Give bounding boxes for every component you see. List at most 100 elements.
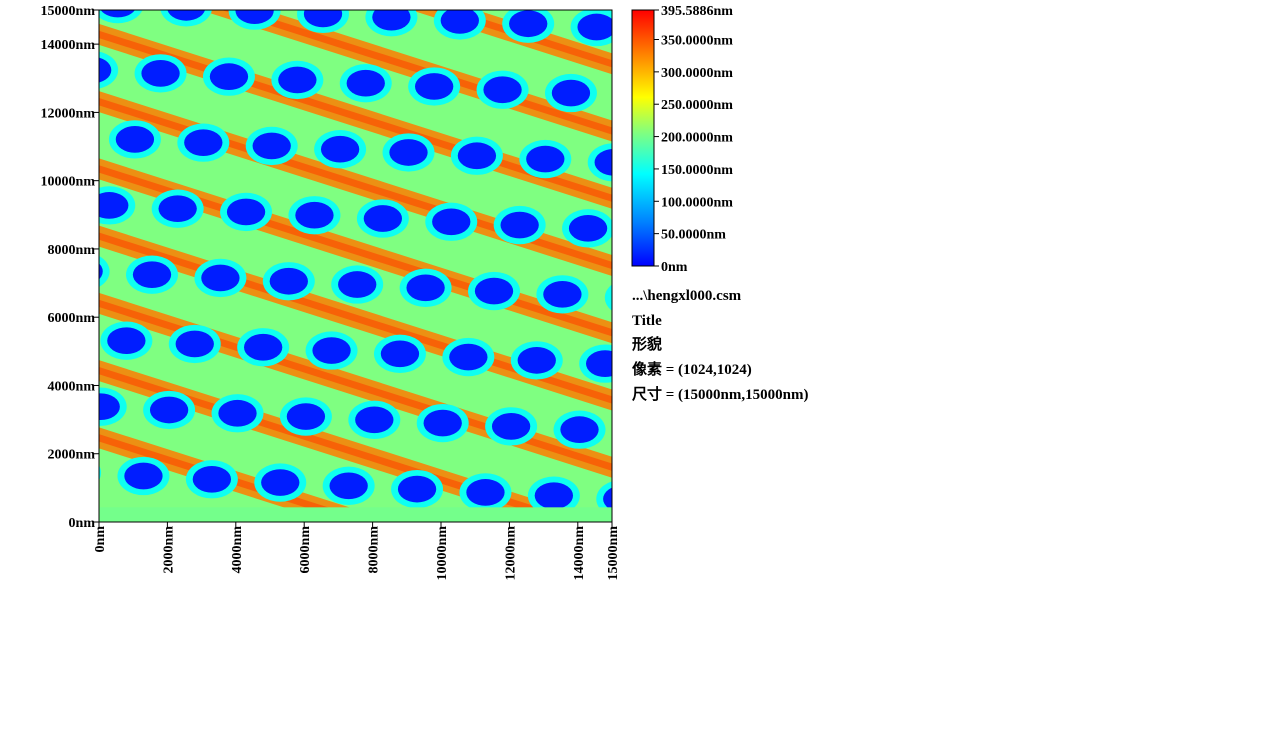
y-tick-label: 6000nm bbox=[48, 311, 96, 326]
x-tick-label: 8000nm bbox=[367, 526, 382, 574]
size-label: 尺寸 = (15000nm,15000nm) bbox=[632, 387, 809, 403]
colorbar-tick-label: 200.0000nm bbox=[661, 131, 733, 146]
pit bbox=[543, 281, 582, 308]
pit-rim bbox=[0, 450, 33, 488]
height-ridge-crest bbox=[65, 0, 646, 7]
pit bbox=[261, 469, 300, 496]
pit bbox=[629, 420, 667, 447]
pit bbox=[124, 462, 163, 490]
pit bbox=[5, 53, 43, 80]
pit bbox=[244, 333, 283, 361]
y-tick-label: 10000nm bbox=[41, 175, 96, 190]
pit bbox=[107, 327, 146, 355]
pit bbox=[568, 214, 608, 242]
x-tick-label: 10000nm bbox=[435, 526, 450, 581]
pit bbox=[526, 145, 565, 173]
height-map bbox=[0, 0, 769, 522]
pit bbox=[415, 73, 454, 100]
height-ridge-crest bbox=[99, 165, 612, 337]
pit bbox=[440, 10, 479, 34]
bottom-band bbox=[99, 507, 612, 522]
colorbar-tick-label: 0nm bbox=[661, 260, 688, 275]
pit bbox=[346, 69, 385, 97]
pit bbox=[551, 79, 591, 107]
y-tick-label: 15000nm bbox=[41, 4, 96, 19]
pit bbox=[363, 205, 403, 232]
y-tick-label: 0nm bbox=[69, 516, 96, 531]
pit bbox=[56, 459, 94, 486]
pit bbox=[303, 10, 343, 28]
height-ridge-crest bbox=[432, 10, 612, 68]
x-tick-label: 15000nm bbox=[606, 526, 621, 581]
pit bbox=[235, 10, 274, 24]
colorbar-tick-label: 395.5886nm bbox=[661, 4, 733, 19]
y-tick-label: 14000nm bbox=[41, 38, 96, 53]
pit bbox=[731, 156, 769, 183]
pit bbox=[474, 277, 514, 305]
pit bbox=[295, 201, 334, 229]
x-tick-label: 12000nm bbox=[503, 526, 518, 581]
pit-rim bbox=[99, 255, 110, 287]
pit bbox=[491, 413, 531, 440]
plot-frame bbox=[98, 9, 613, 523]
height-ridge-crest bbox=[99, 299, 612, 471]
colorbar-tick-label: 350.0000nm bbox=[661, 34, 733, 49]
pit bbox=[697, 423, 735, 450]
pit bbox=[603, 487, 612, 511]
colorbar bbox=[631, 9, 655, 267]
pit bbox=[406, 274, 445, 302]
pit bbox=[483, 76, 522, 104]
pit bbox=[132, 261, 172, 289]
y-axis: 0nm 2000nm 4000nm 6000nm 8000nm 10000nm 12000n… bbox=[41, 4, 99, 531]
height-ridge-crest bbox=[221, 10, 612, 135]
pit bbox=[389, 139, 428, 166]
pit bbox=[39, 324, 77, 351]
pit bbox=[184, 129, 223, 156]
x-tick-label: 2000nm bbox=[161, 526, 176, 574]
pit bbox=[338, 271, 377, 298]
pit bbox=[372, 10, 411, 31]
pit bbox=[560, 416, 599, 443]
pit bbox=[423, 409, 462, 437]
pit bbox=[0, 456, 26, 483]
y-tick-label: 8000nm bbox=[48, 243, 96, 258]
pit bbox=[432, 208, 471, 236]
pit bbox=[672, 489, 710, 516]
image-kind-label: 形貌 bbox=[632, 337, 663, 353]
pit bbox=[509, 10, 548, 38]
pit bbox=[397, 475, 437, 503]
x-tick-label: 6000nm bbox=[298, 526, 313, 574]
pit-rim bbox=[0, 48, 50, 86]
pit bbox=[449, 343, 488, 371]
pit bbox=[457, 142, 497, 170]
pit bbox=[355, 406, 394, 434]
x-tick-label: 0nm bbox=[93, 526, 108, 553]
y-tick-label: 12000nm bbox=[41, 106, 96, 121]
pit bbox=[466, 479, 505, 506]
pit bbox=[329, 472, 368, 500]
pit-rim bbox=[604, 284, 612, 311]
pit bbox=[47, 123, 85, 150]
chart-title: Title bbox=[632, 313, 662, 329]
pit bbox=[158, 195, 197, 223]
pit bbox=[500, 211, 539, 239]
pit bbox=[99, 263, 103, 280]
pit bbox=[192, 465, 232, 493]
colorbar-axis: 0nm 50.0000nm 100.0000nm 150.0000nm 200.0000… bbox=[654, 4, 733, 275]
pit-rim bbox=[41, 117, 93, 155]
pit bbox=[586, 350, 612, 377]
pit-rim bbox=[99, 465, 102, 481]
x-axis: 0nm 2000nm 4000nm 6000nm 8000nm 10000nm 12000n… bbox=[93, 522, 621, 580]
pit bbox=[218, 399, 257, 427]
pit bbox=[99, 192, 129, 219]
pit-rim bbox=[622, 414, 674, 452]
colorbar-tick-label: 100.0000nm bbox=[661, 195, 733, 210]
colorbar-tick-label: 150.0000nm bbox=[661, 163, 733, 178]
pit bbox=[594, 149, 612, 176]
pit bbox=[534, 482, 574, 510]
x-tick-label: 4000nm bbox=[230, 526, 245, 574]
pit-rim bbox=[0, 249, 41, 287]
height-ridge-crest bbox=[99, 232, 612, 404]
